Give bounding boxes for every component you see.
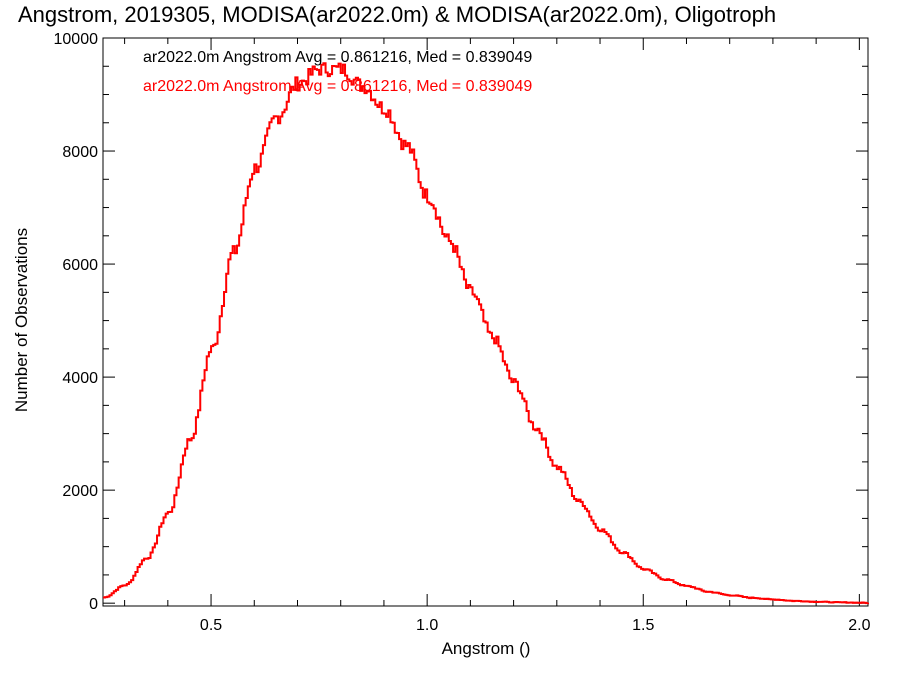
- histogram-series-line: [103, 62, 869, 605]
- plot-frame: [102, 37, 869, 607]
- x-tick-label: 1.0: [416, 617, 438, 634]
- legend-entry-red: ar2022.0m Angstrom Avg = 0.861216, Med =…: [143, 78, 532, 95]
- y-tick-label: 8000: [62, 144, 98, 161]
- x-axis-label: Angstrom (): [442, 639, 531, 658]
- axis-ticks: 0 2000 4000 6000 8000 10000 0.5 1.0 1.5 2.0: [54, 31, 871, 634]
- y-tick-label: 4000: [62, 370, 98, 387]
- x-tick-label: 1.5: [632, 617, 654, 634]
- chart-title: Angstrom, 2019305, MODISA(ar2022.0m) & M…: [18, 2, 776, 27]
- y-tick-label: 6000: [62, 257, 98, 274]
- y-tick-label: 10000: [54, 31, 99, 48]
- y-tick-label: 2000: [62, 483, 98, 500]
- x-tick-label: 0.5: [200, 617, 222, 634]
- y-axis-label: Number of Observations: [12, 228, 31, 412]
- legend-entry-black: ar2022.0m Angstrom Avg = 0.861216, Med =…: [143, 49, 532, 66]
- y-tick-label: 0: [89, 596, 98, 613]
- x-tick-label: 2.0: [848, 617, 870, 634]
- series-layer: [103, 62, 869, 605]
